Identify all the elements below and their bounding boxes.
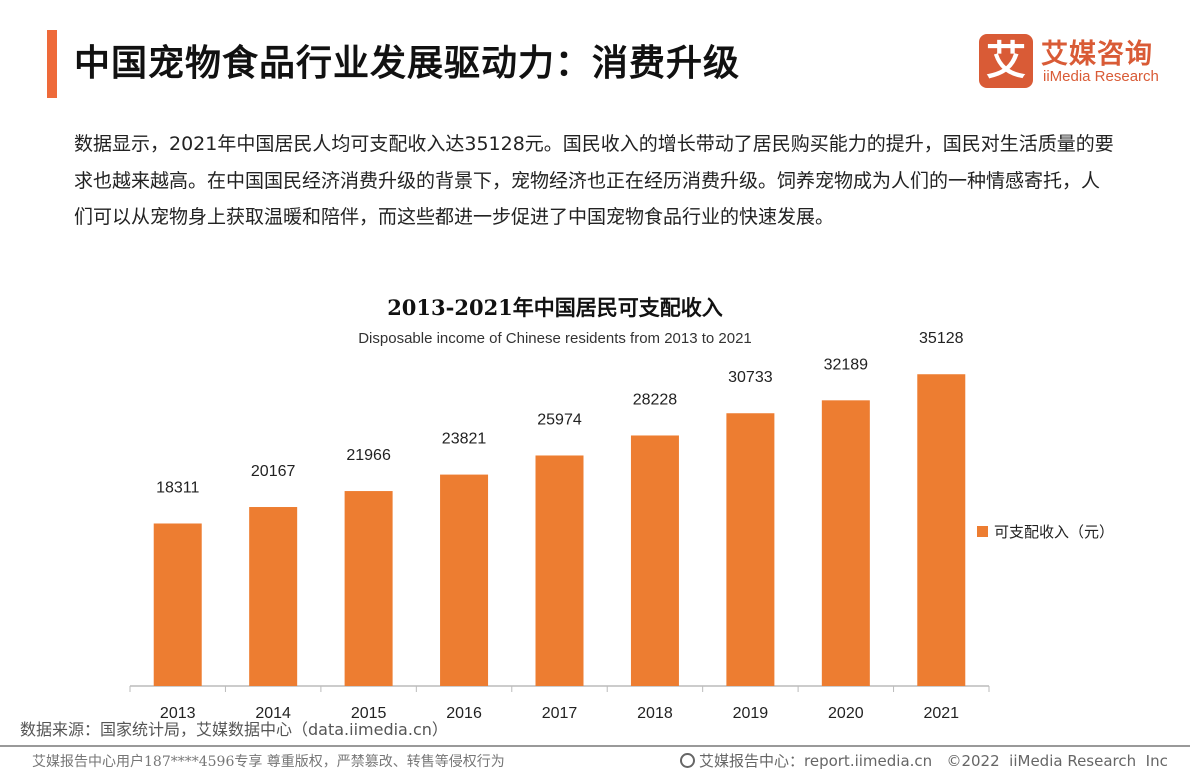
bar-2020 (821, 400, 870, 686)
data-label-2014: 20167 (251, 463, 296, 480)
x-tick-label-2017: 2017 (542, 705, 578, 722)
data-label-2016: 23821 (442, 431, 487, 448)
x-tick-label-2018: 2018 (637, 705, 673, 722)
x-tick-label-2015: 2015 (351, 705, 387, 722)
footer-divider (0, 745, 1190, 747)
bar-2014 (249, 507, 298, 686)
data-label-2017: 25974 (537, 411, 582, 428)
title-accent-bar (47, 30, 57, 98)
chart-title: 2013-2021年中国居民可支配收入 (387, 295, 723, 320)
logo-en: iiMedia Research (1043, 68, 1159, 85)
chart-subtitle: Disposable income of Chinese residents f… (358, 330, 752, 347)
x-tick-label-2019: 2019 (733, 705, 769, 722)
data-label-2013: 18311 (156, 479, 199, 496)
bar-2013 (153, 523, 202, 686)
footer-right-text: 艾媒报告中心：report.iimedia.cn ©2022 iiMedia R… (699, 752, 1168, 770)
x-tick-label-2013: 2013 (160, 705, 196, 722)
globe-icon (680, 753, 695, 768)
data-label-2019: 30733 (728, 369, 773, 386)
bar-2018 (630, 435, 679, 686)
description-paragraph: 数据显示，2021年中国居民人均可支配收入达35128元。国民收入的增长带动了居… (74, 133, 1114, 228)
bar-2019 (726, 413, 775, 686)
data-label-2021: 35128 (919, 330, 964, 347)
chart-legend: 可支配收入（元） (977, 521, 1114, 542)
data-source: 数据来源：国家统计局，艾媒数据中心（data.iimedia.cn） (20, 720, 448, 739)
bar-2015 (344, 491, 393, 686)
data-label-2015: 21966 (346, 447, 391, 464)
x-tick-label-2020: 2020 (828, 705, 864, 722)
data-label-2018: 28228 (633, 391, 678, 408)
page-title: 中国宠物食品行业发展驱动力：消费升级 (74, 43, 741, 84)
data-label-2020: 32189 (824, 356, 869, 373)
bar-2017 (535, 455, 584, 686)
logo-mark: 艾 (979, 34, 1033, 88)
legend-label: 可支配收入（元） (994, 523, 1115, 541)
footer-copyright-notice: 艾媒报告中心用户187****4596专享 尊重版权，严禁篡改、转售等侵权行为 (32, 754, 505, 770)
iimedia-logo: 艾 艾媒咨询 iiMedia Research (979, 34, 1169, 90)
x-tick-label-2014: 2014 (255, 705, 291, 722)
footer-report-link[interactable]: 艾媒报告中心：report.iimedia.cn ©2022 iiMedia R… (680, 750, 1168, 771)
x-tick-label-2021: 2021 (923, 705, 959, 722)
x-tick-label-2016: 2016 (446, 705, 482, 722)
bar-2016 (440, 474, 489, 686)
bar-2021 (917, 374, 966, 686)
legend-swatch (977, 526, 988, 537)
logo-cn: 艾媒咨询 (1041, 39, 1153, 70)
